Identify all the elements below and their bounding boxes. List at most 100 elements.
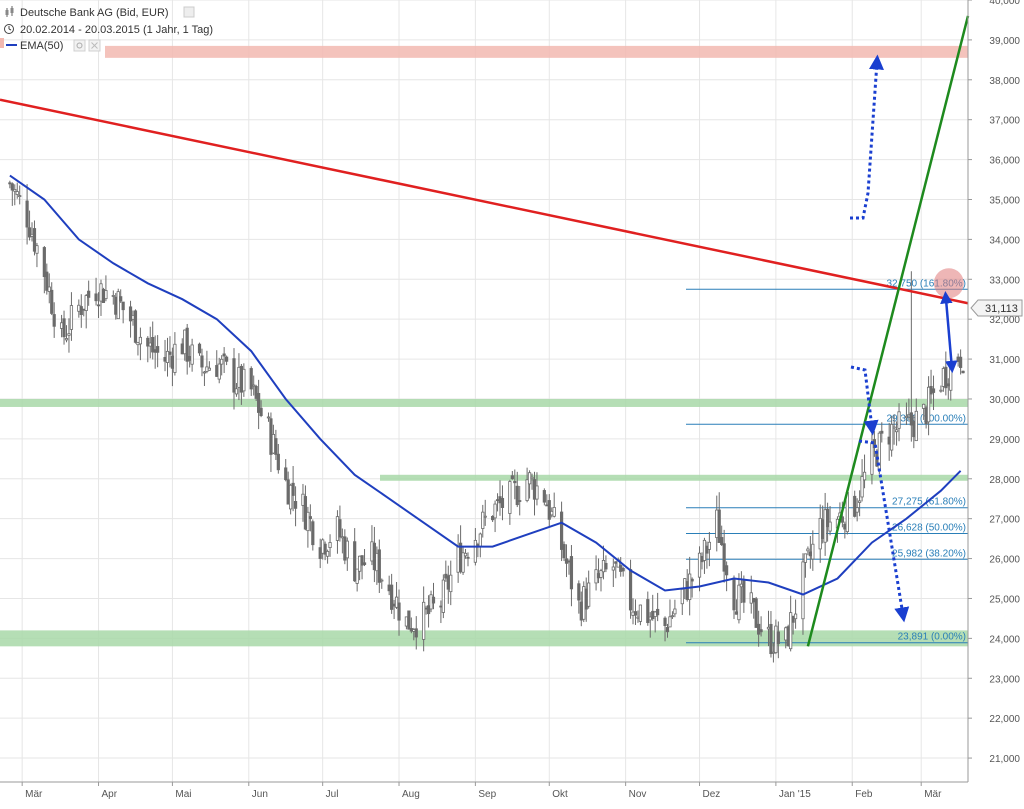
candle-body [956,356,960,362]
candle-body [759,629,763,633]
candle-body [552,507,556,517]
candle-body [680,588,684,605]
y-tick-label: 27,000 [989,515,1020,526]
candle-body [18,195,22,197]
candle-body [818,517,822,550]
candle-body [801,561,805,620]
candle-body [116,291,120,320]
instrument-title: Deutsche Bank AG (Bid, EUR) [20,7,169,19]
candle-body [119,296,123,302]
last-price-label: 31,113 [985,303,1018,315]
candle-body [473,539,477,563]
candle-body [941,368,945,387]
candle-body [84,295,88,311]
candle-body [82,308,86,311]
candle-body [463,552,468,557]
x-tick-label: Nov [629,789,647,800]
candle-body [663,617,667,627]
candle-body [429,594,433,610]
candle-body [311,521,315,546]
candle-body [173,343,177,373]
candle-body [301,493,305,506]
x-tick-label: Jul [326,789,339,800]
candle-body [360,555,364,566]
candle-body [633,611,638,616]
candle-body [705,545,709,554]
candle-body [289,484,293,510]
candle-body [518,500,522,502]
ema-settings-icon[interactable] [73,39,86,52]
candle-body [491,515,495,521]
candle-body [42,247,46,278]
candle-body [535,485,539,500]
intersection-highlight [933,268,964,299]
x-tick-label: Okt [552,789,568,800]
candle-body [806,548,810,552]
candle-body [456,546,460,573]
candle-body [823,509,827,543]
candles-icon [5,6,14,17]
candle-body [148,342,152,347]
candle-body [64,338,69,341]
candle-body [284,467,288,481]
close-icon [91,42,98,49]
candle-body [946,383,950,387]
candle-body [345,540,349,559]
candle-body [358,555,362,572]
candle-body [32,228,37,252]
y-tick-label: 34,000 [989,235,1020,246]
candle-body [525,479,529,501]
candle-body [508,481,512,514]
candle-body [862,471,867,481]
candle-body [424,607,428,610]
candle-body [215,365,219,377]
candle-body [372,542,376,571]
candle-body [594,569,598,584]
candle-body [153,349,157,353]
candle-body [202,371,207,374]
candle-body [870,442,874,475]
x-tick-label: Jun [252,789,268,800]
candle-body [550,510,554,516]
candle-body [62,318,66,338]
candle-body [722,543,726,572]
candle-body [929,385,933,395]
y-tick-label: 26,000 [989,555,1020,566]
candle-body [404,616,409,627]
price-candles [8,180,965,663]
candle-body [101,288,106,303]
candle-body [890,423,894,451]
candle-body [912,421,916,438]
candle-body [515,485,519,506]
solid-arrow [940,291,958,374]
candle-body [732,577,736,611]
candle-body [131,314,135,320]
y-tick-label: 37,000 [989,116,1020,127]
y-tick-label: 39,000 [989,36,1020,47]
x-tick-label: Apr [102,789,118,800]
candle-body [757,623,761,635]
candle-body [843,523,847,530]
candle-body [752,598,756,603]
candle-body [498,496,502,504]
settings-small-icon[interactable] [183,6,195,18]
last-price-tag: 31,113 [970,299,1023,317]
candle-body [343,536,347,561]
candle-body [619,565,623,572]
candle-body [611,566,615,571]
candle-body [67,333,71,336]
candle-body [426,605,431,615]
candle-body [532,479,537,500]
candle-body [562,544,566,559]
candle-body [739,583,743,588]
candle-body [636,616,640,619]
candle-body [481,511,485,529]
dotted-arrow-down-2 [858,439,910,623]
candle-body [855,507,859,513]
candle-body [631,611,635,616]
candle-body [887,436,891,445]
fib-label: 32,750 (161.80%) [886,278,966,289]
candle-body [79,306,83,315]
candle-body [734,611,739,615]
candle-body [266,416,271,419]
